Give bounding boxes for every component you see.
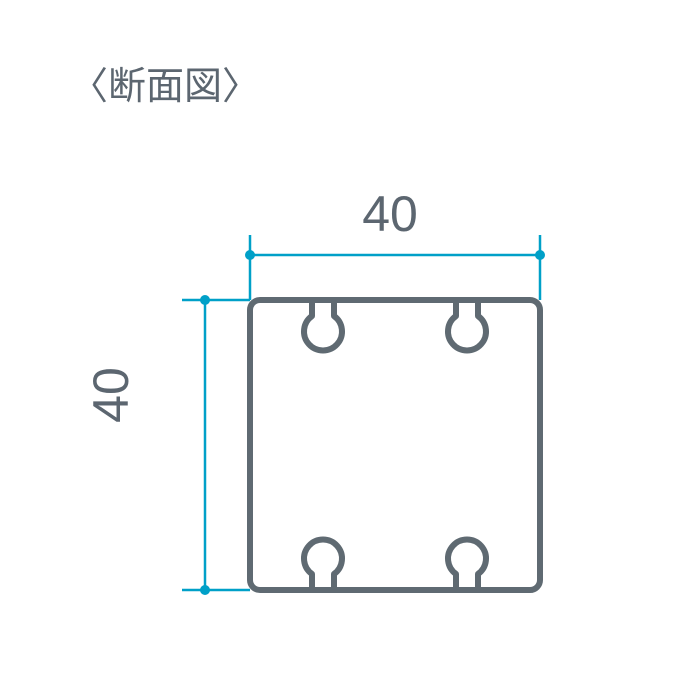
diagram-svg [0, 0, 700, 700]
width-dimension [245, 235, 545, 300]
cross-section-profile [250, 300, 540, 590]
height-dimension [182, 295, 250, 595]
diagram-canvas: 〈断面図〉 40 40 [0, 0, 700, 700]
